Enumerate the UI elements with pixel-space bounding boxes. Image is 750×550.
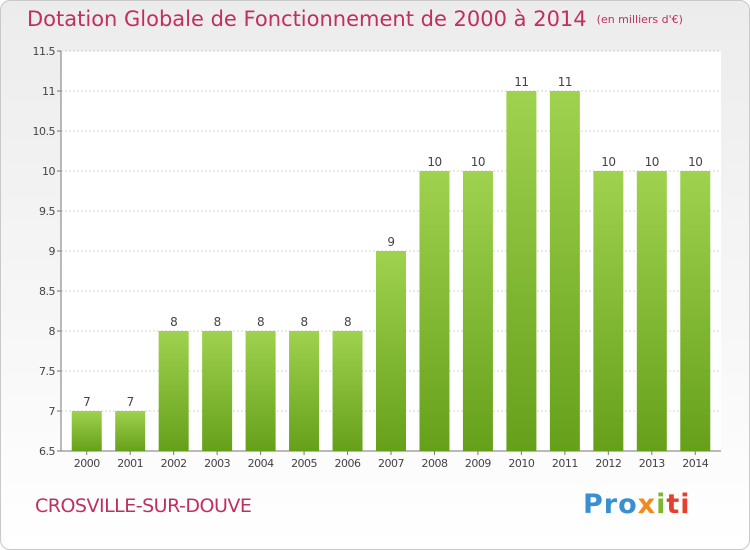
- bar: [202, 331, 233, 451]
- x-tick-label: 2002: [161, 457, 187, 470]
- x-tick-label: 2006: [335, 457, 361, 470]
- x-tick-label: 2003: [204, 457, 230, 470]
- y-tick-label: 10: [42, 165, 55, 178]
- data-label: 8: [170, 315, 177, 329]
- data-label: 8: [344, 315, 351, 329]
- bar: [506, 91, 537, 451]
- commune-name: CROSVILLE-SUR-DOUVE: [35, 495, 252, 517]
- data-label: 8: [257, 315, 264, 329]
- data-label: 10: [645, 155, 659, 169]
- y-tick-label: 11.5: [33, 45, 56, 58]
- x-tick-label: 2011: [552, 457, 578, 470]
- y-tick-label: 10.5: [33, 125, 56, 138]
- data-label: 11: [514, 75, 528, 89]
- bar: [115, 411, 146, 451]
- y-tick-label: 8.5: [39, 285, 55, 298]
- bar: [593, 171, 624, 451]
- logo-part-4: ti: [666, 489, 691, 520]
- data-label: 10: [427, 155, 441, 169]
- y-tick-label: 8: [49, 325, 56, 338]
- bar: [332, 331, 363, 451]
- title-text: Dotation Globale de Fonctionnement de 20…: [27, 7, 587, 31]
- x-tick-label: 2008: [421, 457, 447, 470]
- bar: [289, 331, 320, 451]
- x-tick-label: 2005: [291, 457, 317, 470]
- y-tick-label: 9: [49, 245, 56, 258]
- bar: [680, 171, 711, 451]
- bar: [462, 171, 493, 451]
- unit-subtitle: (en milliers d'€): [596, 13, 683, 26]
- data-label: 7: [83, 395, 90, 409]
- x-tick-label: 2001: [117, 457, 143, 470]
- x-tick-label: 2004: [248, 457, 274, 470]
- data-label: 10: [688, 155, 702, 169]
- data-label: 10: [601, 155, 615, 169]
- data-label: 9: [387, 235, 394, 249]
- data-label: 8: [214, 315, 221, 329]
- bar: [549, 91, 580, 451]
- y-tick-label: 9.5: [39, 205, 55, 218]
- x-tick-label: 2012: [595, 457, 621, 470]
- x-tick-label: 2000: [74, 457, 100, 470]
- x-tick-label: 2009: [465, 457, 491, 470]
- y-tick-label: 7: [49, 405, 56, 418]
- bar: [245, 331, 276, 451]
- logo-part-1: Pro: [583, 489, 638, 520]
- data-label: 10: [471, 155, 485, 169]
- data-label: 7: [127, 395, 134, 409]
- logo-part-2: x: [637, 489, 657, 520]
- data-label: 8: [300, 315, 307, 329]
- y-tick-label: 11: [42, 85, 55, 98]
- logo-part-3: i: [656, 489, 667, 520]
- bar: [376, 251, 406, 451]
- y-tick-label: 7.5: [39, 365, 55, 378]
- x-tick-label: 2014: [682, 457, 708, 470]
- x-tick-label: 2007: [378, 457, 404, 470]
- y-tick-label: 6.5: [39, 445, 55, 458]
- chart-title: Dotation Globale de Fonctionnement de 20…: [27, 7, 683, 31]
- bar: [158, 331, 189, 451]
- bar: [71, 411, 102, 451]
- proxiti-logo: Proxiti: [583, 489, 691, 520]
- x-tick-label: 2010: [508, 457, 534, 470]
- x-tick-label: 2013: [639, 457, 665, 470]
- data-label: 11: [558, 75, 572, 89]
- bar: [636, 171, 667, 451]
- bar: [419, 171, 450, 451]
